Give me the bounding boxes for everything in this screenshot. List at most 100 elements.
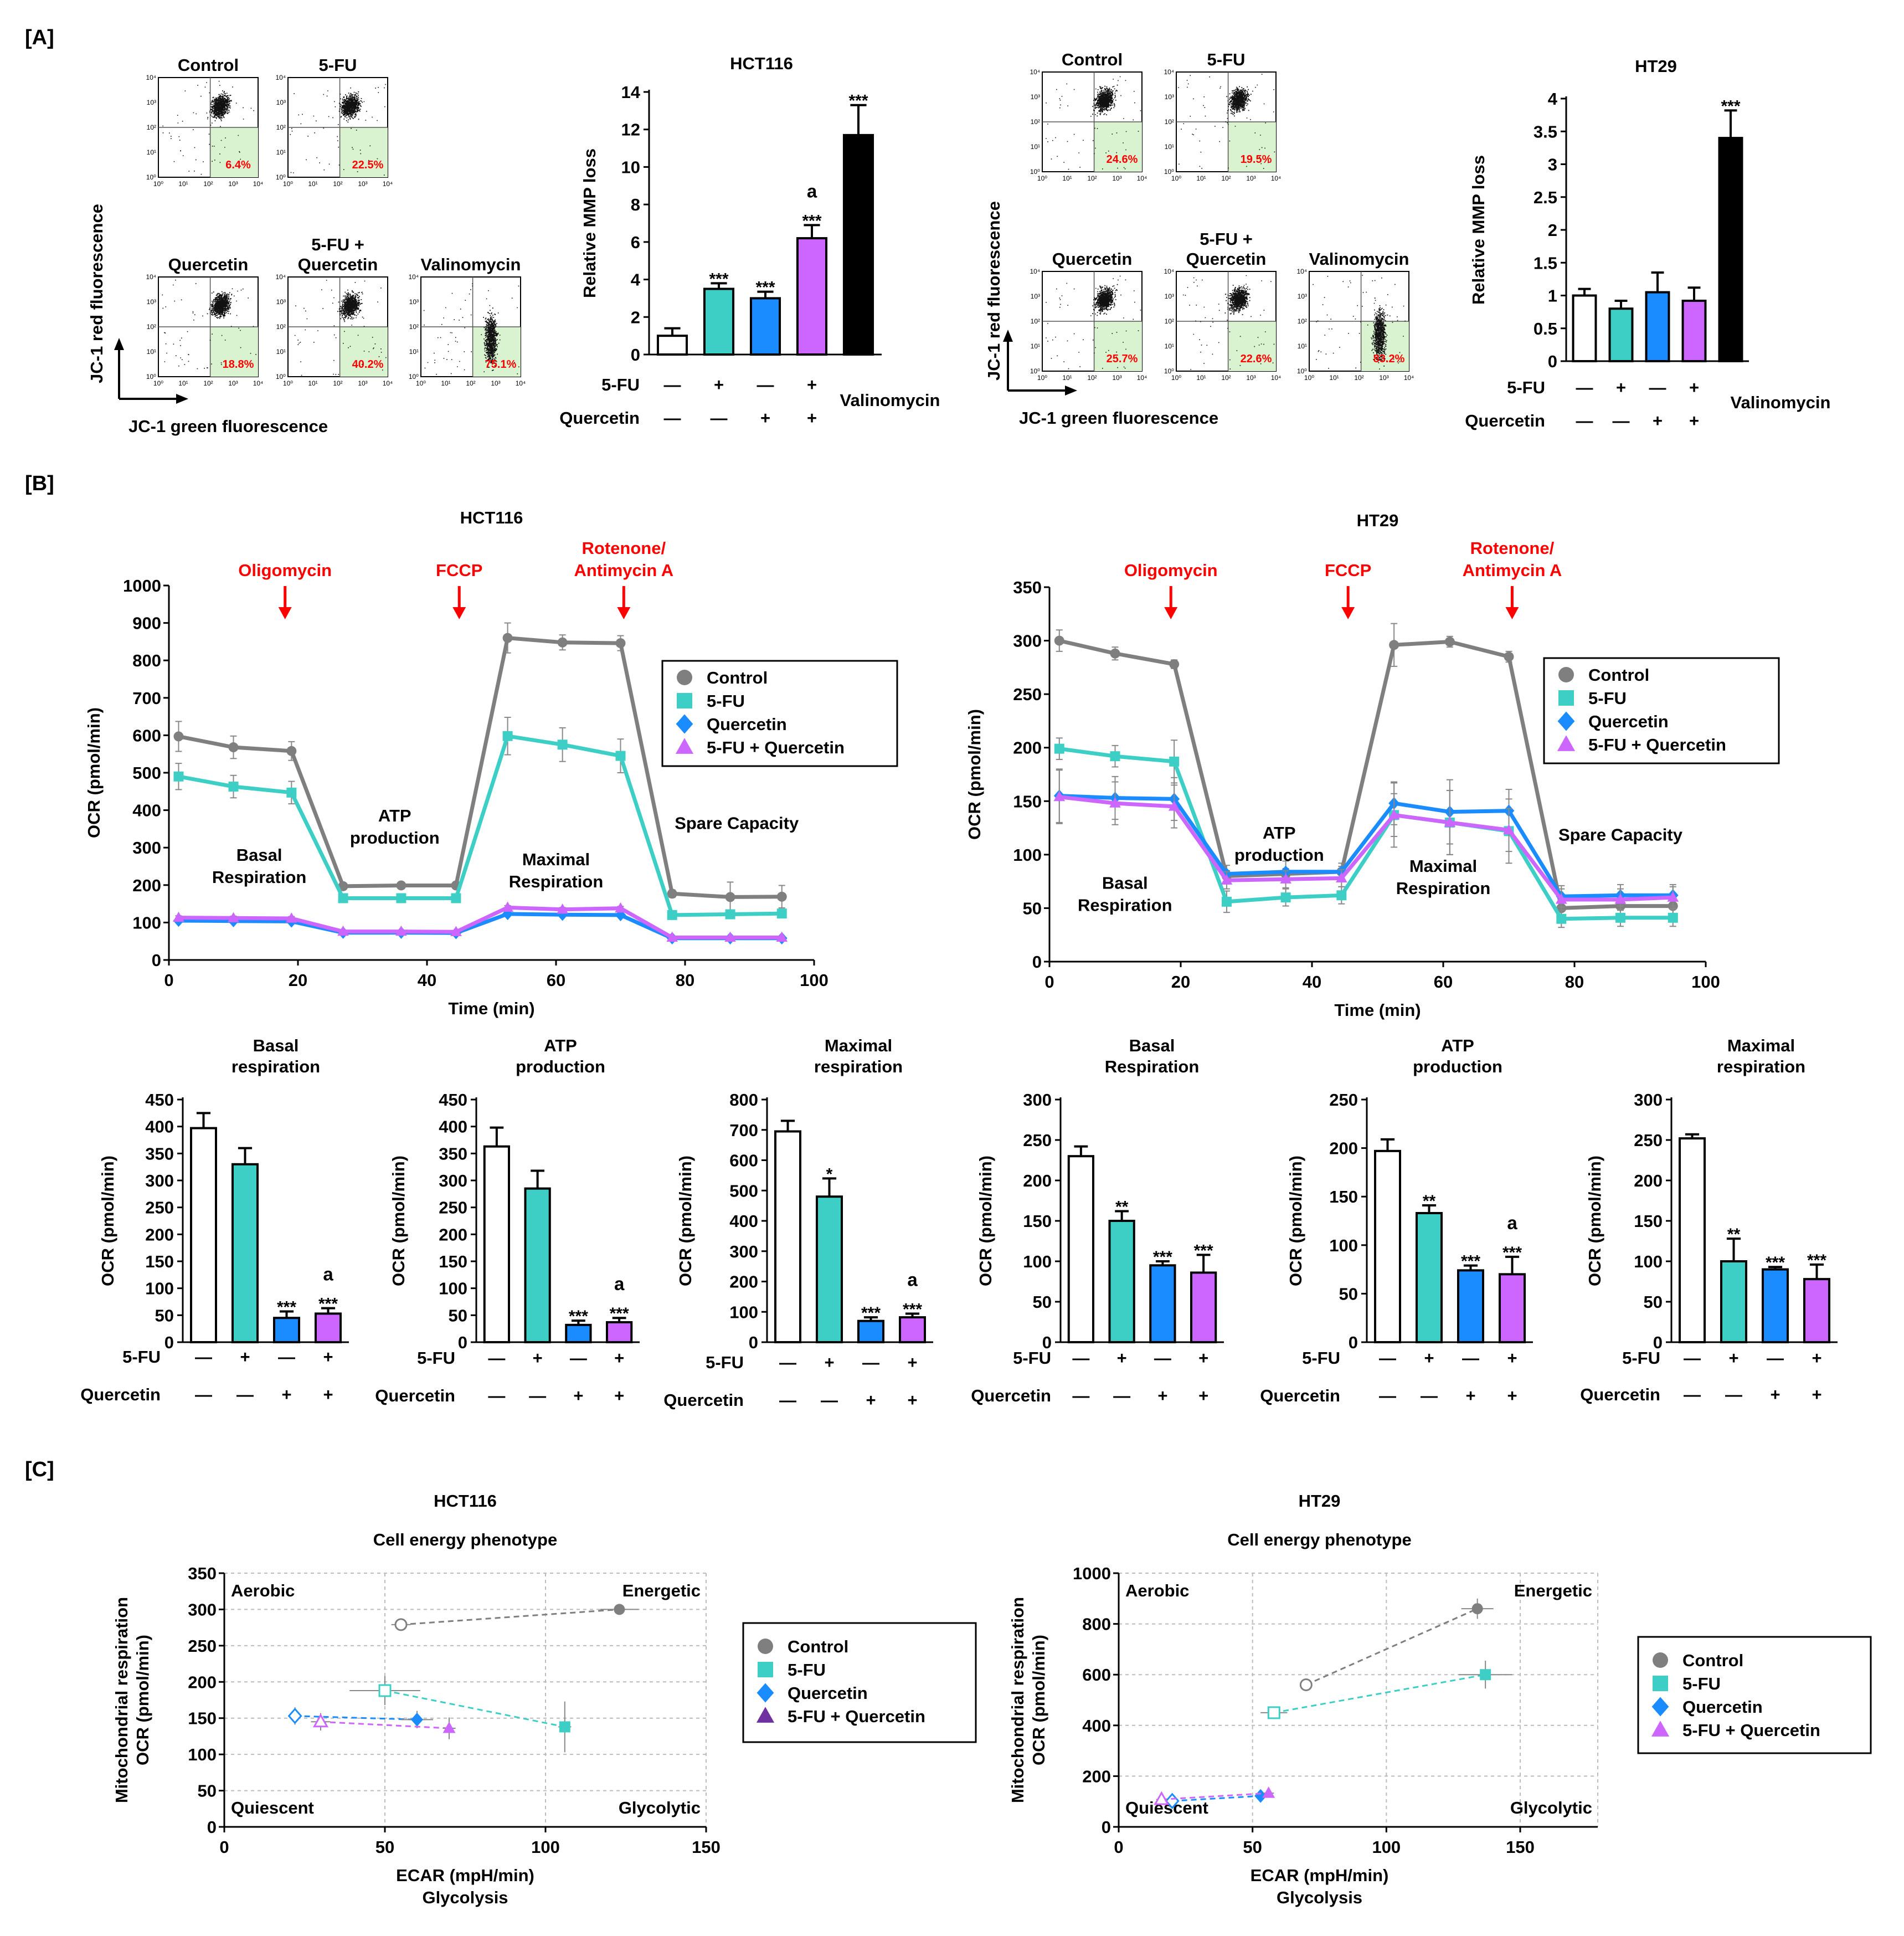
y-tick-label: 200 (1634, 1171, 1663, 1190)
row-label-quercetin: Quercetin (1260, 1386, 1340, 1405)
bar (1149, 1264, 1176, 1344)
gate-percentage: 6.4% (225, 159, 251, 171)
row-quercetin-sign: + (807, 408, 817, 428)
y-tick-label: 10⁴ (1030, 68, 1040, 76)
y-tick-label: 2 (1548, 220, 1557, 240)
x-tick-label: 0 (164, 970, 173, 990)
y-tick-label: 10² (409, 323, 419, 331)
square-marker (1558, 690, 1574, 706)
square-marker (1280, 892, 1291, 903)
x-axis-title: Glycolysis (422, 1888, 508, 1907)
y-tick-label: 600 (729, 1151, 758, 1170)
legend-label: 5-FU (1682, 1674, 1721, 1693)
square-marker (228, 782, 239, 792)
chart-subtitle: Cell energy phenotype (1227, 1530, 1411, 1549)
y-tick-label: 10¹ (1165, 342, 1174, 350)
y-tick-label: 700 (132, 689, 161, 708)
y-tick-label: 200 (439, 1225, 467, 1244)
square-marker (1110, 751, 1120, 762)
x-tick-label: 10² (203, 180, 213, 188)
y-tick-label: 150 (188, 1709, 217, 1728)
significance-label: ** (1727, 1225, 1741, 1244)
y-tick-label: 0 (458, 1333, 467, 1352)
phenotype-link (295, 1715, 418, 1721)
row-label-5fu: 5-FU (1622, 1348, 1660, 1368)
chart-title: ATP (544, 1036, 577, 1055)
y-tick-label: 350 (1013, 578, 1042, 597)
valinomycin-label: Valinomycin (1731, 393, 1831, 412)
region-label: ATP (1263, 823, 1296, 843)
y-tick-label: 10¹ (276, 348, 286, 356)
circle-marker (502, 633, 513, 643)
y-tick-label: 400 (729, 1211, 758, 1231)
y-tick-label: 800 (132, 651, 161, 670)
y-tick-label: 300 (729, 1242, 758, 1261)
row-quercetin-sign: — (1379, 1386, 1396, 1405)
legend-label: Quercetin (1588, 712, 1669, 731)
y-tick-label: 300 (1023, 1090, 1052, 1110)
legend-label: Quercetin (788, 1683, 868, 1703)
square-marker (1653, 1676, 1668, 1691)
x-tick-label: 10¹ (1196, 174, 1206, 182)
line-chart-ocr_ht29: 0 50 100 150 200 250 300 350 0 20 40 60 80 100 Time (m… (965, 511, 1780, 1020)
arrow-head (114, 338, 124, 350)
region-label: Maximal (522, 850, 590, 869)
x-tick-label: 10¹ (1062, 374, 1072, 382)
x-tick-label: 10² (333, 180, 342, 188)
square-marker (677, 693, 692, 708)
circle-marker (725, 892, 735, 902)
y-tick-label: 250 (188, 1636, 217, 1656)
x-tick-label: 10² (203, 379, 213, 387)
flow-title: 5-FU + (1200, 229, 1253, 249)
x-tick-label: 0 (1114, 1837, 1123, 1857)
circle-marker (557, 637, 568, 648)
region-label: Respiration (212, 867, 307, 887)
x-tick-label: 150 (692, 1837, 721, 1857)
x-tick-label: 10⁰ (1037, 374, 1047, 382)
y-tick-label: 700 (729, 1121, 758, 1140)
square-marker (1615, 912, 1625, 923)
y-tick-label: 50 (449, 1306, 467, 1325)
y-tick-label: 200 (1023, 1171, 1052, 1190)
y-axis-title: OCR (pmol/min) (976, 1156, 995, 1286)
region-label: production (350, 828, 440, 848)
x-tick-label: 20 (289, 970, 307, 990)
significance-label: a (323, 1264, 333, 1285)
square-marker (378, 1684, 392, 1697)
x-axis-title: ECAR (mpH/min) (1251, 1866, 1389, 1885)
circle-marker (1444, 636, 1455, 647)
square-marker (667, 910, 677, 920)
circle-marker (286, 746, 297, 756)
row-5fu-sign: — (1684, 1348, 1701, 1368)
y-tick-label: 600 (132, 726, 161, 745)
bar (1457, 1269, 1484, 1344)
bar (1374, 1149, 1401, 1343)
y-tick-label: 250 (439, 1198, 467, 1218)
y-tick-label: 10³ (1031, 93, 1040, 101)
arrow-head (1003, 330, 1013, 342)
y-tick-label: 350 (188, 1564, 217, 1583)
y-tick-label: 10² (1031, 118, 1040, 126)
injection-label: Rotenone/ (1470, 538, 1555, 558)
injection-label: Oligomycin (238, 561, 332, 580)
y-tick-label: 10⁰ (146, 173, 156, 181)
square-marker (725, 909, 735, 920)
x-tick-label: 10⁰ (416, 379, 426, 387)
y-tick-label: 150 (1013, 792, 1042, 811)
legend-label: Control (1588, 665, 1649, 685)
gate-region (1094, 122, 1142, 172)
bar (842, 133, 874, 356)
x-tick-label: 80 (676, 970, 694, 990)
row-label-5fu: 5-FU (122, 1347, 161, 1367)
circle-marker (394, 1618, 408, 1631)
significance-label: *** (1461, 1252, 1480, 1271)
x-tick-label: 10¹ (441, 379, 450, 387)
triangle-marker (557, 903, 568, 914)
arrow-head (1065, 386, 1077, 396)
flow-title: 5-FU (319, 55, 357, 75)
triangle-marker (1444, 816, 1456, 827)
